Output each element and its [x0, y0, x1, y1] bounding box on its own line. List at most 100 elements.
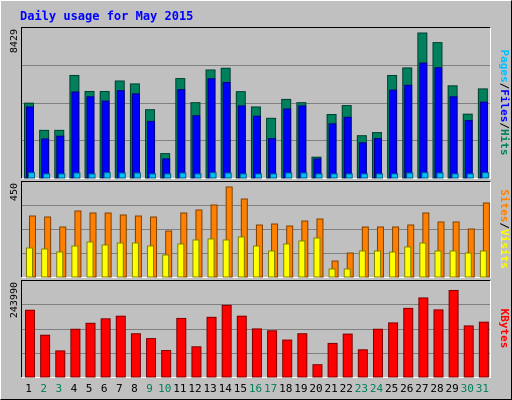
pages-bar — [209, 172, 217, 179]
visits-bar — [116, 242, 124, 278]
files-bar — [479, 101, 488, 179]
kbytes-bar — [251, 328, 262, 378]
kbytes-bar — [55, 350, 66, 378]
visits-bar — [101, 244, 109, 278]
day-tick-label: 5 — [86, 382, 93, 395]
kbytes-bar — [403, 307, 414, 378]
pages-bar — [300, 172, 308, 179]
day-tick-label: 6 — [101, 382, 108, 395]
kbytes-bar — [372, 328, 383, 378]
hits-panel-axis-label-part: / — [498, 83, 511, 90]
files-bar — [41, 138, 50, 179]
pages-bar — [224, 172, 232, 179]
visits-bar — [41, 248, 49, 278]
files-bar — [116, 90, 125, 179]
files-bar — [26, 106, 34, 179]
day-tick-label: 22 — [340, 382, 353, 395]
visits-panel-axis-label-part: / — [498, 222, 511, 229]
files-bar — [419, 62, 428, 179]
files-bar — [147, 120, 156, 179]
visits-bar — [389, 251, 397, 278]
files-bar — [404, 84, 413, 179]
hits-panel-axis-label-part: Files — [498, 89, 511, 122]
kbytes-bar — [100, 318, 111, 378]
kbytes-panel-axis-label: KBytes — [498, 309, 511, 349]
pages-bar — [481, 172, 489, 179]
pages-bar — [285, 172, 293, 179]
pages-bar — [194, 173, 202, 179]
day-tick-label: 28 — [430, 382, 443, 395]
pages-bar — [239, 173, 247, 179]
pages-bar — [73, 172, 81, 179]
files-bar — [177, 89, 186, 179]
visits-bar — [313, 237, 321, 278]
day-tick-label: 11 — [173, 382, 186, 395]
kbytes-bar — [297, 333, 308, 378]
day-tick-label: 8 — [131, 382, 138, 395]
files-bar — [268, 138, 277, 179]
day-tick-label: 26 — [400, 382, 413, 395]
files-bar — [389, 89, 398, 179]
kbytes-bar — [448, 289, 459, 378]
kbytes-bar — [327, 342, 338, 378]
pages-bar — [179, 172, 187, 179]
hits-panel-axis-label-part: Hits — [498, 129, 511, 156]
day-tick-label: 18 — [279, 382, 292, 395]
visits-bar — [404, 246, 412, 278]
pages-bar — [406, 172, 414, 179]
kbytes-panel-max-label: 243990 — [9, 282, 20, 318]
kbytes-bar — [267, 330, 278, 378]
pages-bar — [149, 173, 157, 179]
hits-panel-max-label: 8429 — [9, 29, 20, 53]
pages-bar — [466, 173, 474, 179]
day-tick-label: 21 — [325, 382, 338, 395]
files-bar — [252, 115, 261, 179]
kbytes-bar — [40, 334, 51, 378]
files-bar — [358, 142, 367, 179]
day-tick-label: 24 — [370, 382, 384, 395]
hits-panel-axis-label-part: / — [498, 122, 511, 129]
kbytes-bar — [25, 309, 35, 378]
files-bar — [328, 123, 337, 179]
pages-bar — [391, 173, 399, 179]
files-bar — [207, 78, 216, 179]
kbytes-panel-axis-label-part: KBytes — [498, 309, 511, 349]
day-tick-label: 1 — [25, 382, 32, 395]
visits-bar — [131, 242, 139, 278]
kbytes-bar — [478, 321, 489, 378]
visits-bar — [419, 242, 427, 278]
kbytes-bar — [85, 322, 96, 378]
day-tick-label: 3 — [56, 382, 63, 395]
day-tick-label: 25 — [385, 382, 398, 395]
kbytes-bar — [206, 316, 217, 378]
visits-bar — [192, 239, 200, 278]
day-tick-label: 31 — [476, 382, 489, 395]
pages-bar — [360, 173, 368, 179]
pages-bar — [345, 173, 353, 179]
hits-panel-axis-label-part: Pages — [498, 50, 511, 83]
day-tick-label: 9 — [146, 382, 153, 395]
pages-bar — [421, 172, 429, 179]
kbytes-bar — [433, 309, 444, 378]
pages-bar — [88, 173, 96, 179]
pages-bar — [330, 173, 338, 179]
files-bar — [434, 67, 443, 179]
visits-bar — [283, 243, 291, 278]
pages-bar — [28, 172, 35, 179]
visits-bar — [373, 250, 381, 278]
pages-bar — [43, 173, 51, 179]
day-tick-label: 19 — [294, 382, 307, 395]
pages-bar — [164, 173, 172, 179]
files-bar — [222, 82, 231, 179]
visits-panel-axis-label-part: Visits — [498, 229, 511, 269]
files-bar — [373, 138, 382, 179]
kbytes-bar — [70, 328, 81, 378]
kbytes-bar — [357, 349, 368, 378]
visits-bar — [343, 268, 351, 278]
kbytes-bar — [176, 317, 187, 378]
pages-bar — [451, 173, 459, 179]
pages-bar — [375, 173, 383, 179]
visits-bar — [56, 251, 64, 278]
visits-panel-max-label: 450 — [9, 183, 20, 201]
